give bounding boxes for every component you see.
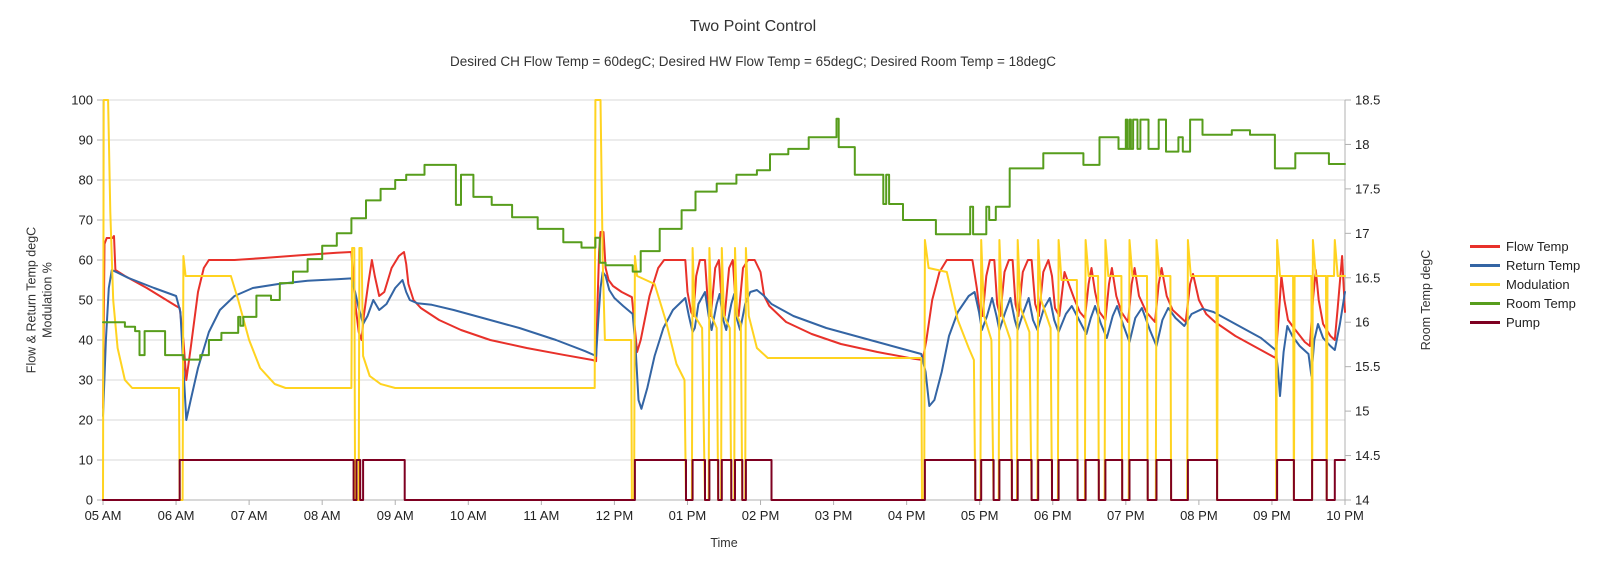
series-line-modulation [102, 99, 1346, 501]
y-right-tick-label: 16 [1355, 315, 1369, 330]
x-tick-label: 06 AM [158, 508, 195, 523]
x-tick-label: 02 PM [742, 508, 780, 523]
legend: Flow Temp Return Temp Modulation Room Temp P… [1470, 237, 1580, 332]
y-axis-left-title: Flow & Return Temp degC Modulation % [24, 227, 55, 373]
x-tick-label: 08 PM [1180, 508, 1218, 523]
y-right-tick-label: 14.5 [1355, 448, 1380, 463]
x-tick-label: 06 PM [1034, 508, 1072, 523]
x-tick-label: 01 PM [669, 508, 707, 523]
y-right-tick-label: 14 [1355, 493, 1369, 508]
y-left-tick-label: 50 [79, 293, 93, 308]
y-right-tick-label: 15.5 [1355, 359, 1380, 374]
x-axis-title: Time [710, 536, 738, 550]
x-tick-label: 05 PM [961, 508, 999, 523]
legend-item-pump: Pump [1470, 313, 1580, 332]
y-right-tick-label: 17 [1355, 226, 1369, 241]
x-tick-label: 03 PM [815, 508, 853, 523]
series-line-return-temp [102, 269, 1346, 421]
y-axis-left-title-line1: Flow & Return Temp degC [24, 226, 39, 374]
y-right-tick-label: 15 [1355, 404, 1369, 419]
y-left-tick-label: 100 [71, 93, 93, 108]
legend-swatch-room-temp [1470, 302, 1500, 305]
legend-label-return-temp: Return Temp [1506, 258, 1581, 273]
y-axis-left-title-line2: Modulation % [40, 262, 54, 338]
y-right-tick-label: 16.5 [1355, 270, 1380, 285]
legend-item-flow-temp: Flow Temp [1470, 237, 1580, 256]
legend-label-pump: Pump [1506, 315, 1540, 330]
legend-label-modulation: Modulation [1506, 277, 1570, 292]
x-tick-label: 10 PM [1326, 508, 1364, 523]
legend-swatch-modulation [1470, 283, 1500, 286]
chart-subtitle: Desired CH Flow Temp = 60degC; Desired H… [450, 54, 1056, 69]
y-left-tick-label: 20 [79, 413, 93, 428]
legend-label-flow-temp: Flow Temp [1506, 239, 1569, 254]
x-tick-label: 10 AM [450, 508, 487, 523]
legend-swatch-pump [1470, 321, 1500, 324]
x-tick-label: 09 AM [377, 508, 414, 523]
series-line-room-temp [102, 117, 1346, 361]
y-left-tick-label: 0 [86, 493, 93, 508]
y-left-tick-label: 30 [79, 373, 93, 388]
legend-item-room-temp: Room Temp [1470, 294, 1580, 313]
x-tick-label: 07 AM [231, 508, 268, 523]
legend-label-room-temp: Room Temp [1506, 296, 1576, 311]
y-left-tick-label: 80 [79, 173, 93, 188]
legend-item-return-temp: Return Temp [1470, 256, 1580, 275]
x-tick-label: 08 AM [304, 508, 341, 523]
legend-item-modulation: Modulation [1470, 275, 1580, 294]
x-tick-label: 05 AM [85, 508, 122, 523]
y-left-tick-label: 90 [79, 133, 93, 148]
y-left-tick-label: 10 [79, 453, 93, 468]
y-right-tick-label: 18 [1355, 137, 1369, 152]
y-left-tick-label: 70 [79, 213, 93, 228]
y-right-tick-label: 18.5 [1355, 93, 1380, 108]
x-tick-label: 09 PM [1253, 508, 1291, 523]
y-left-tick-label: 40 [79, 333, 93, 348]
x-tick-label: 04 PM [888, 508, 926, 523]
y-axis-right-title: Room Temp degC [1419, 249, 1434, 351]
legend-swatch-flow-temp [1470, 245, 1500, 248]
chart-title: Two Point Control [689, 18, 817, 35]
legend-swatch-return-temp [1470, 264, 1500, 267]
series-line-pump [102, 459, 1346, 501]
x-tick-label: 07 PM [1107, 508, 1145, 523]
y-right-tick-label: 17.5 [1355, 181, 1380, 196]
y-left-tick-label: 60 [79, 253, 93, 268]
x-tick-label: 11 AM [523, 508, 559, 523]
x-tick-label: 12 PM [596, 508, 634, 523]
